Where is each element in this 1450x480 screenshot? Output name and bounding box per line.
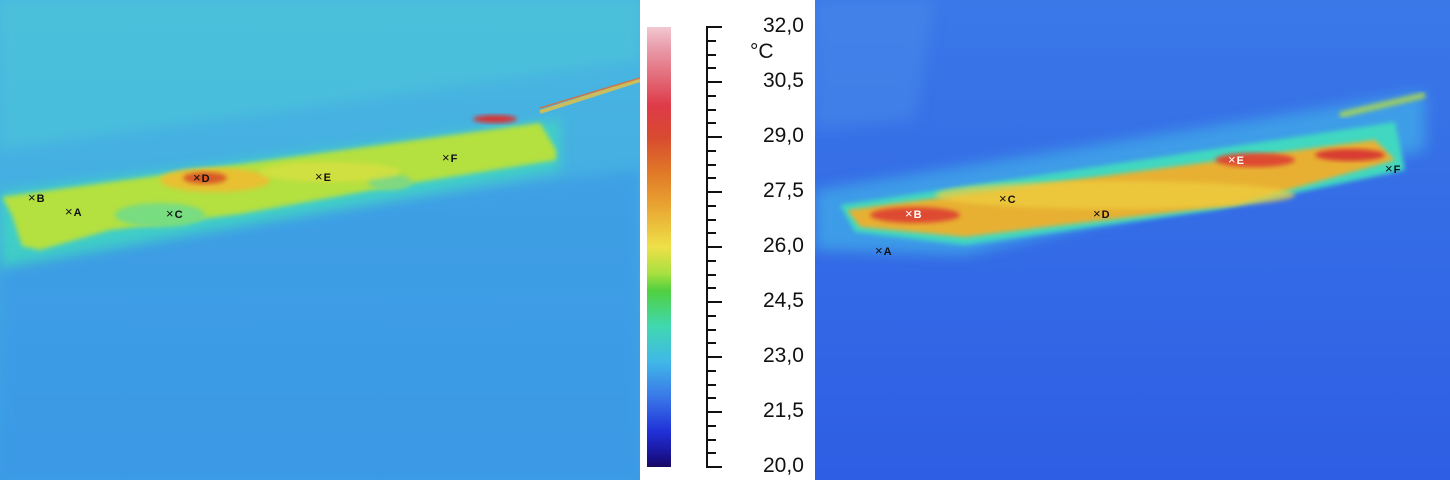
marker-right-d: ×D: [1093, 206, 1110, 221]
marker-left-b: ×B: [28, 190, 45, 205]
scale-major-tick: [706, 191, 722, 193]
scale-minor-tick: [706, 273, 716, 276]
scale-tick-label: 26,0: [763, 234, 804, 257]
scale-minor-tick: [706, 369, 716, 372]
scale-minor-tick: [706, 424, 716, 427]
scale-unit: °C: [750, 40, 774, 63]
scale-minor-tick: [706, 259, 716, 262]
marker-right-c: ×C: [999, 191, 1016, 206]
scale-major-tick: [706, 26, 722, 28]
marker-left-c: ×C: [166, 206, 183, 221]
scale-minor-tick: [706, 397, 716, 400]
temperature-scale: °C 32,0 30,5 29,0 27,5 26,0 24,5 23,0 21,5 20,0: [640, 0, 815, 480]
scale-minor-tick: [706, 383, 716, 386]
scale-major-tick: [706, 81, 722, 83]
scale-minor-tick: [706, 204, 716, 207]
scale-minor-tick: [706, 39, 716, 42]
marker-right-b: ×B: [905, 206, 922, 221]
thermal-image-left: ×B ×A ×C ×D ×E ×F: [0, 0, 640, 480]
scale-major-tick: [706, 246, 722, 248]
marker-right-f: ×F: [1385, 161, 1401, 176]
scale-minor-tick: [706, 438, 716, 441]
marker-left-e: ×E: [315, 169, 331, 184]
scale-tick-label: 20,0: [763, 454, 804, 477]
scale-tick-label: 24,5: [763, 289, 804, 312]
scale-tick-label: 23,0: [763, 344, 804, 367]
scale-minor-tick: [706, 122, 716, 125]
scale-minor-tick: [706, 177, 716, 180]
scale-minor-tick: [706, 53, 716, 56]
scale-major-tick: [706, 356, 722, 358]
thermal-image-left-graphic: [0, 0, 640, 480]
scale-tick-label: 29,0: [763, 124, 804, 147]
scale-minor-tick: [706, 163, 716, 166]
scale-minor-tick: [706, 232, 716, 235]
scale-major-tick: [706, 301, 722, 303]
scale-tick-label: 21,5: [763, 399, 804, 422]
scale-tick-label: 30,5: [763, 69, 804, 92]
scale-major-tick: [706, 136, 722, 138]
marker-left-d: ×D: [193, 170, 210, 185]
marker-left-f: ×F: [442, 150, 458, 165]
scale-major-tick: [706, 466, 722, 468]
scale-minor-tick: [706, 149, 716, 152]
scale-minor-tick: [706, 328, 716, 331]
scale-minor-tick: [706, 67, 716, 70]
scale-tick-label: 27,5: [763, 179, 804, 202]
scale-minor-tick: [706, 342, 716, 345]
scale-major-tick: [706, 411, 722, 413]
marker-left-a: ×A: [65, 204, 82, 219]
marker-right-e: ×E: [1228, 152, 1244, 167]
thermal-image-right-graphic: [815, 0, 1450, 480]
color-scale-bar: [647, 27, 671, 467]
scale-minor-tick: [706, 287, 716, 290]
scale-minor-tick: [706, 452, 716, 455]
scale-minor-tick: [706, 108, 716, 111]
scale-minor-tick: [706, 314, 716, 317]
marker-right-a: ×A: [875, 243, 892, 258]
scale-minor-tick: [706, 218, 716, 221]
scale-minor-tick: [706, 94, 716, 97]
thermal-image-right: ×A ×B ×C ×D ×E ×F: [815, 0, 1450, 480]
scale-tick-label: 32,0: [763, 14, 804, 37]
